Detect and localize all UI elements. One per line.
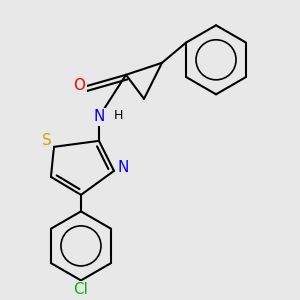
Text: H: H xyxy=(114,109,123,122)
Text: Cl: Cl xyxy=(74,282,88,297)
Text: O: O xyxy=(74,78,86,93)
Text: S: S xyxy=(42,133,51,148)
Text: N: N xyxy=(93,109,105,124)
Text: N: N xyxy=(117,160,129,175)
